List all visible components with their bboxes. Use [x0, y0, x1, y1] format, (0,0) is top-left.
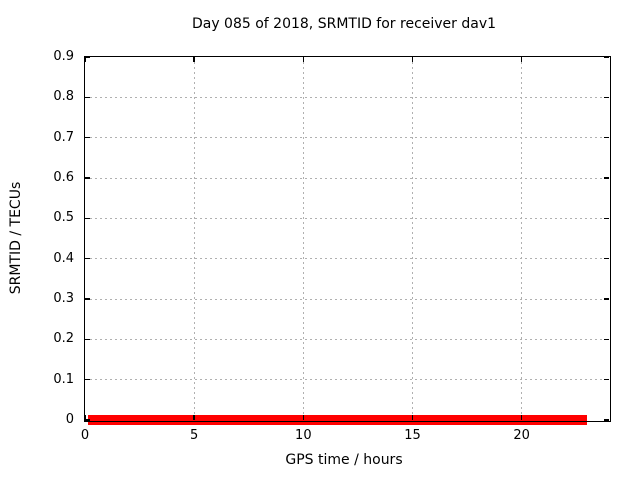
x-tick-mark-top [302, 57, 305, 62]
chart-title: Day 085 of 2018, SRMTID for receiver dav… [191, 16, 497, 32]
y-tick-label: 0.4 [53, 250, 74, 266]
data-point-marker [436, 176, 445, 185]
x-tick-mark-top [193, 57, 195, 62]
y-tick-mark [85, 136, 90, 139]
y-gridline [85, 96, 609, 98]
y-tick-mark-right [604, 177, 609, 179]
x-tick-mark-top [84, 57, 86, 62]
y-tick-mark [85, 177, 90, 179]
y-tick-label: 0.9 [53, 49, 74, 64]
y-tick-mark [85, 217, 90, 220]
data-point-marker [425, 122, 434, 131]
data-point-marker [427, 255, 436, 264]
baseline-segment [189, 415, 434, 425]
data-point-marker [427, 286, 436, 295]
x-gridline [302, 57, 304, 420]
baseline-segment [551, 415, 587, 425]
y-tick-mark-right [604, 378, 609, 381]
x-tick-mark-top [411, 57, 414, 62]
x-gridline [412, 57, 413, 420]
y-tick-label: 0.1 [53, 371, 74, 387]
y-tick-mark [85, 298, 90, 300]
data-point-marker [425, 213, 434, 222]
data-point-marker [427, 113, 436, 122]
y-tick-mark-right [604, 419, 609, 421]
y-tick-label: 0.6 [53, 170, 74, 185]
x-tick-label: 15 [404, 428, 421, 443]
y-tick-mark [85, 96, 90, 99]
data-point-marker [438, 269, 447, 278]
y-gridline [85, 258, 609, 260]
y-tick-mark [85, 378, 90, 381]
y-tick-mark [85, 419, 90, 421]
baseline-segment [87, 415, 193, 425]
y-tick-mark [85, 338, 90, 341]
y-gridline [85, 379, 609, 381]
data-point-marker [436, 257, 445, 266]
y-tick-mark [85, 56, 90, 58]
y-tick-label: 0 [65, 412, 74, 427]
x-tick-label: 20 [513, 428, 530, 443]
baseline-segment [430, 415, 448, 425]
x-gridline [193, 57, 195, 420]
y-tick-label: 0.8 [53, 89, 74, 105]
y-gridline [85, 217, 609, 219]
x-tick-mark [411, 415, 414, 420]
x-tick-mark [84, 415, 86, 420]
y-gridline [85, 298, 609, 300]
y-tick-mark-right [604, 217, 609, 220]
data-point-marker [427, 174, 436, 183]
x-gridline [521, 57, 523, 420]
baseline-segment [442, 415, 556, 425]
y-tick-label: 0.5 [53, 210, 74, 226]
y-gridline [85, 338, 609, 340]
data-point-marker [427, 68, 436, 77]
y-tick-mark-right [604, 56, 609, 58]
y-gridline [85, 137, 609, 139]
data-point-marker [437, 222, 446, 231]
x-tick-label: 0 [80, 428, 90, 443]
data-point-marker [437, 299, 446, 308]
plot-frame-border [83, 55, 611, 422]
x-axis-label: GPS time / hours [285, 452, 403, 468]
data-point-marker [437, 190, 446, 199]
y-tick-mark-right [604, 257, 609, 260]
data-point-marker [437, 242, 446, 251]
y-tick-label: 0.7 [53, 129, 74, 145]
x-tick-label: 10 [295, 428, 312, 443]
x-tick-label: 5 [190, 428, 199, 443]
y-tick-mark-right [604, 338, 609, 341]
x-tick-mark [193, 415, 195, 420]
y-gridline [85, 177, 609, 179]
x-tick-mark [302, 415, 305, 420]
data-point-marker [437, 159, 446, 168]
y-tick-mark-right [604, 136, 609, 139]
y-tick-label: 0.3 [53, 291, 74, 306]
data-point-marker [427, 144, 436, 153]
y-tick-mark [85, 257, 90, 260]
y-tick-mark-right [604, 96, 609, 99]
y-tick-label: 0.2 [53, 331, 74, 347]
x-tick-mark [520, 415, 523, 420]
y-tick-mark-right [604, 298, 609, 300]
x-tick-mark-top [520, 57, 523, 62]
data-point-marker [427, 313, 436, 322]
